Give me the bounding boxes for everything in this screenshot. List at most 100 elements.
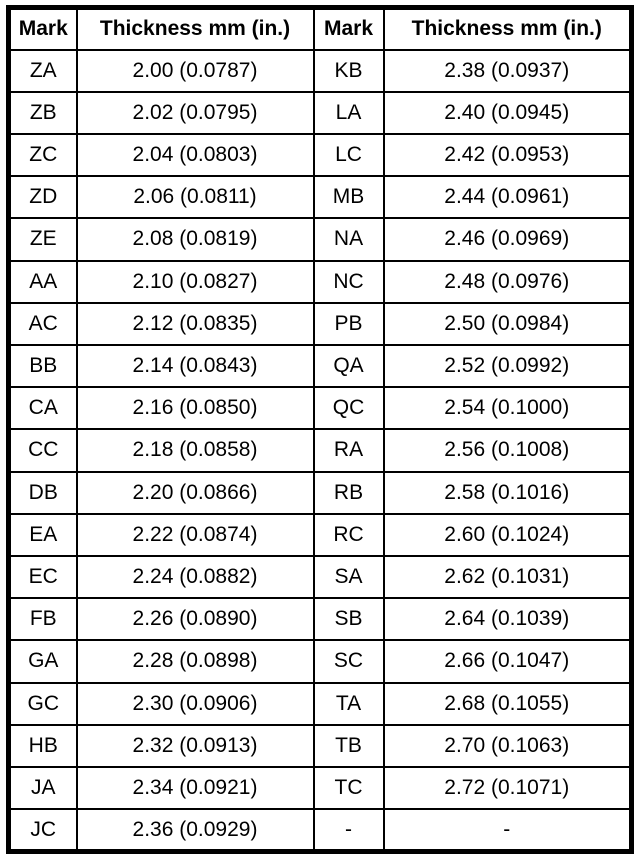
thickness-cell-right: 2.40 (0.0945): [382, 90, 633, 135]
mark-cell-left: HB: [7, 723, 78, 768]
thickness-cell-right: 2.62 (0.1031): [382, 554, 633, 600]
thickness-cell-left: 2.06 (0.0811): [75, 175, 315, 220]
mark-cell-left: ZB: [7, 90, 78, 135]
table-row: ZC 2.04 (0.0803) LC 2.42 (0.0953): [7, 132, 633, 178]
thickness-cell-left: 2.02 (0.0795): [75, 90, 315, 135]
table-row: ZD 2.06 (0.0811) MB 2.44 (0.0961): [7, 175, 633, 220]
table-row: AA 2.10 (0.0827) NC 2.48 (0.0976): [7, 259, 633, 304]
mark-cell-right: NA: [312, 217, 385, 262]
thickness-cell-left: 2.12 (0.0835): [75, 301, 315, 346]
mark-cell-left: JA: [7, 765, 78, 811]
mark-cell-left: BB: [7, 343, 78, 389]
thickness-cell-right: 2.46 (0.0969): [382, 217, 633, 262]
mark-cell-left: ZE: [7, 217, 78, 262]
table-row: GC 2.30 (0.0906) TA 2.68 (0.1055): [7, 681, 633, 726]
mark-cell-right: QA: [312, 343, 385, 389]
table-row: GA 2.28 (0.0898) SC 2.66 (0.1047): [7, 639, 633, 684]
mark-cell-right: SA: [312, 554, 385, 600]
header-thickness-right: Thickness mm (in.): [382, 6, 633, 51]
thickness-cell-left: 2.20 (0.0866): [75, 470, 315, 515]
thickness-cell-left: 2.16 (0.0850): [75, 386, 315, 431]
thickness-cell-right: 2.54 (0.1000): [382, 386, 633, 431]
table-row: ZA 2.00 (0.0787) KB 2.38 (0.0937): [7, 48, 633, 93]
mark-cell-right: TB: [312, 723, 385, 768]
table-row: FB 2.26 (0.0890) SB 2.64 (0.1039): [7, 597, 633, 642]
mark-cell-right: QC: [312, 386, 385, 431]
thickness-cell-left: 2.24 (0.0882): [75, 554, 315, 600]
mark-cell-left: CA: [7, 386, 78, 431]
thickness-cell-right: 2.66 (0.1047): [382, 639, 633, 684]
thickness-cell-right: -: [382, 808, 633, 853]
table-row: EC 2.24 (0.0882) SA 2.62 (0.1031): [7, 554, 633, 600]
thickness-cell-left: 2.30 (0.0906): [75, 681, 315, 726]
mark-cell-right: KB: [312, 48, 385, 93]
table-row: ZB 2.02 (0.0795) LA 2.40 (0.0945): [7, 90, 633, 135]
table-row: BB 2.14 (0.0843) QA 2.52 (0.0992): [7, 343, 633, 389]
mark-cell-left: GC: [7, 681, 78, 726]
mark-cell-left: ZC: [7, 132, 78, 178]
table-row: JA 2.34 (0.0921) TC 2.72 (0.1071): [7, 765, 633, 811]
header-mark-left: Mark: [7, 6, 78, 51]
thickness-cell-right: 2.38 (0.0937): [382, 48, 633, 93]
mark-cell-right: -: [312, 808, 385, 853]
thickness-cell-left: 2.00 (0.0787): [75, 48, 315, 93]
table-row: DB 2.20 (0.0866) RB 2.58 (0.1016): [7, 470, 633, 515]
table-row: AC 2.12 (0.0835) PB 2.50 (0.0984): [7, 301, 633, 346]
thickness-cell-right: 2.60 (0.1024): [382, 512, 633, 557]
header-row: Mark Thickness mm (in.) Mark Thickness m…: [7, 6, 633, 51]
header-mark-right: Mark: [312, 6, 385, 51]
thickness-cell-left: 2.28 (0.0898): [75, 639, 315, 684]
header-thickness-left: Thickness mm (in.): [75, 6, 315, 51]
mark-cell-left: ZA: [7, 48, 78, 93]
table-row: HB 2.32 (0.0913) TB 2.70 (0.1063): [7, 723, 633, 768]
thickness-cell-left: 2.34 (0.0921): [75, 765, 315, 811]
mark-cell-right: PB: [312, 301, 385, 346]
mark-cell-left: EA: [7, 512, 78, 557]
table-row: ZE 2.08 (0.0819) NA 2.46 (0.0969): [7, 217, 633, 262]
mark-cell-right: LA: [312, 90, 385, 135]
mark-cell-right: RC: [312, 512, 385, 557]
mark-cell-right: TA: [312, 681, 385, 726]
mark-cell-left: CC: [7, 428, 78, 473]
thickness-cell-left: 2.22 (0.0874): [75, 512, 315, 557]
thickness-cell-right: 2.72 (0.1071): [382, 765, 633, 811]
thickness-cell-right: 2.70 (0.1063): [382, 723, 633, 768]
thickness-cell-right: 2.42 (0.0953): [382, 132, 633, 178]
mark-cell-left: DB: [7, 470, 78, 515]
thickness-cell-left: 2.14 (0.0843): [75, 343, 315, 389]
thickness-cell-left: 2.26 (0.0890): [75, 597, 315, 642]
mark-cell-left: GA: [7, 639, 78, 684]
mark-cell-right: LC: [312, 132, 385, 178]
mark-cell-left: ZD: [7, 175, 78, 220]
mark-cell-right: TC: [312, 765, 385, 811]
table-row: EA 2.22 (0.0874) RC 2.60 (0.1024): [7, 512, 633, 557]
mark-cell-left: JC: [7, 808, 78, 853]
thickness-cell-left: 2.32 (0.0913): [75, 723, 315, 768]
thickness-cell-right: 2.68 (0.1055): [382, 681, 633, 726]
mark-cell-left: EC: [7, 554, 78, 600]
thickness-cell-right: 2.58 (0.1016): [382, 470, 633, 515]
thickness-cell-right: 2.64 (0.1039): [382, 597, 633, 642]
thickness-cell-right: 2.52 (0.0992): [382, 343, 633, 389]
thickness-cell-right: 2.48 (0.0976): [382, 259, 633, 304]
shim-thickness-table: Mark Thickness mm (in.) Mark Thickness m…: [6, 5, 634, 854]
mark-cell-right: NC: [312, 259, 385, 304]
thickness-cell-right: 2.56 (0.1008): [382, 428, 633, 473]
thickness-cell-left: 2.10 (0.0827): [75, 259, 315, 304]
mark-cell-right: SB: [312, 597, 385, 642]
mark-cell-right: SC: [312, 639, 385, 684]
thickness-cell-left: 2.08 (0.0819): [75, 217, 315, 262]
thickness-cell-right: 2.50 (0.0984): [382, 301, 633, 346]
table-row: JC 2.36 (0.0929) - -: [7, 808, 633, 853]
table-body: ZA 2.00 (0.0787) KB 2.38 (0.0937) ZB 2.02 (0.…: [7, 48, 633, 853]
thickness-cell-left: 2.36 (0.0929): [75, 808, 315, 853]
thickness-cell-left: 2.18 (0.0858): [75, 428, 315, 473]
mark-cell-right: RB: [312, 470, 385, 515]
thickness-cell-left: 2.04 (0.0803): [75, 132, 315, 178]
thickness-cell-right: 2.44 (0.0961): [382, 175, 633, 220]
table-row: CC 2.18 (0.0858) RA 2.56 (0.1008): [7, 428, 633, 473]
mark-cell-left: FB: [7, 597, 78, 642]
mark-cell-left: AA: [7, 259, 78, 304]
table-row: CA 2.16 (0.0850) QC 2.54 (0.1000): [7, 386, 633, 431]
